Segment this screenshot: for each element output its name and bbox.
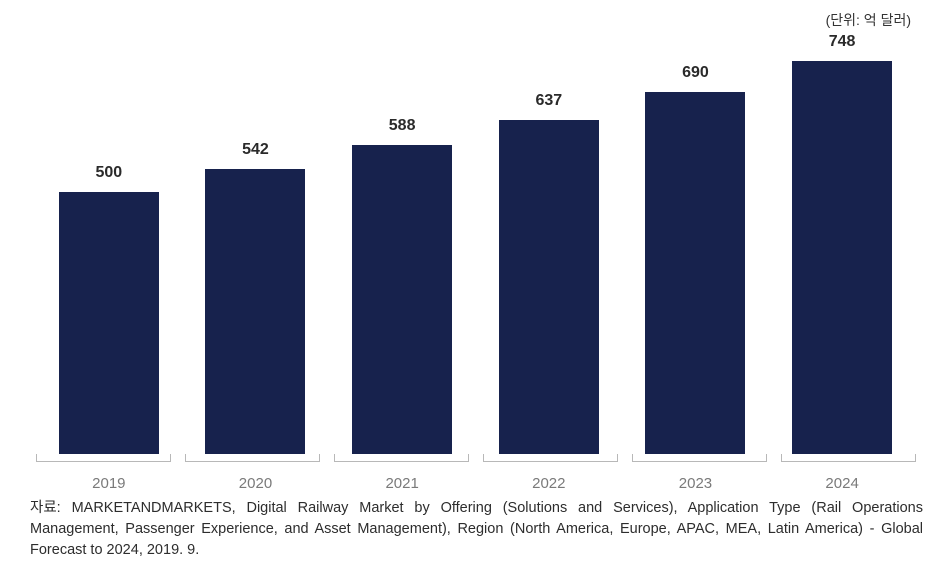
bar-value-label: 690 bbox=[682, 64, 709, 82]
x-axis-label: 2019 bbox=[59, 475, 159, 492]
bar bbox=[792, 61, 892, 454]
source-citation: 자료: MARKETANDMARKETS, Digital Railway Ma… bbox=[28, 498, 923, 561]
x-axis-label: 2024 bbox=[792, 475, 892, 492]
x-axis-segment bbox=[185, 454, 320, 462]
x-axis-segment bbox=[36, 454, 171, 462]
x-axis-segment bbox=[632, 454, 767, 462]
bar-value-label: 542 bbox=[242, 141, 269, 159]
x-axis-label: 2022 bbox=[499, 475, 599, 492]
bar bbox=[205, 169, 305, 454]
source-text: MARKETANDMARKETS, Digital Railway Market… bbox=[30, 500, 923, 558]
x-axis-segment bbox=[334, 454, 469, 462]
bar bbox=[352, 145, 452, 454]
bars-container: 500 542 588 637 690 748 bbox=[36, 34, 916, 454]
bar-value-label: 588 bbox=[389, 117, 416, 135]
bar bbox=[645, 92, 745, 454]
bar-group: 748 bbox=[792, 33, 892, 454]
x-axis bbox=[36, 454, 916, 462]
source-prefix: 자료: bbox=[30, 500, 72, 516]
bar-chart: 500542588637690748 201920202021202220232… bbox=[36, 32, 916, 492]
x-axis-labels: 2019 2020 2021 2022 2023 2024 bbox=[36, 475, 916, 492]
bar-group: 500 bbox=[59, 164, 159, 455]
bar-group: 637 bbox=[499, 92, 599, 454]
x-axis-segment bbox=[781, 454, 916, 462]
x-axis-segment bbox=[483, 454, 618, 462]
bar-value-label: 748 bbox=[829, 33, 856, 51]
bar-value-label: 500 bbox=[95, 164, 122, 182]
unit-label: (단위: 억 달러) bbox=[826, 10, 911, 30]
bar-group: 588 bbox=[352, 117, 452, 454]
bar-group: 542 bbox=[205, 141, 305, 454]
bar-group: 690 bbox=[645, 64, 745, 454]
bar bbox=[499, 120, 599, 454]
bar bbox=[59, 192, 159, 455]
x-axis-label: 2021 bbox=[352, 475, 452, 492]
x-axis-label: 2023 bbox=[645, 475, 745, 492]
bar-value-label: 637 bbox=[535, 92, 562, 110]
x-axis-label: 2020 bbox=[205, 475, 305, 492]
